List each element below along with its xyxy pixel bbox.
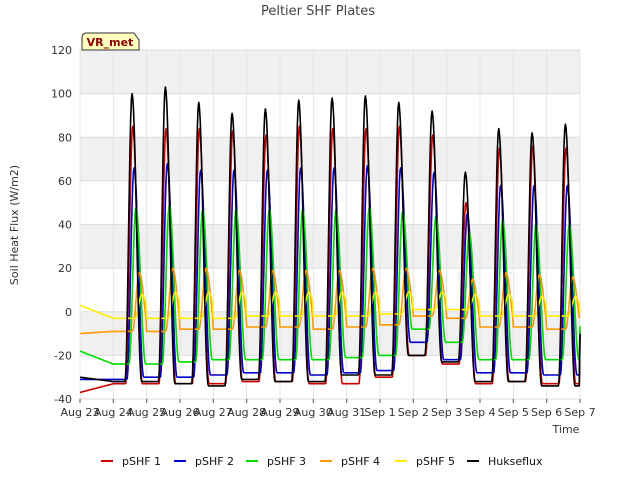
y-tick-label: 20 [58,262,72,275]
x-tick-label: Sep 2 [398,406,429,419]
series-line-pshf-2 [79,162,581,381]
legend-item: pSHF 1 [101,455,161,468]
legend: pSHF 1 pSHF 2 pSHF 3 pSHF 4 pSHF 5 Hukseflux [101,455,543,468]
y-tick-labels: -40 -20 0 20 40 60 80 100 120 [51,44,72,406]
x-tick-label: Aug 28 [227,406,266,419]
series-line-pshf-1 [79,125,581,394]
series-line-pshf-4 [79,267,581,335]
vr-met-badge: VR_met [81,32,140,51]
x-tick-label: Aug 30 [294,406,333,419]
x-tick-label: Aug 25 [127,406,166,419]
x-tick-label: Sep 7 [564,406,595,419]
x-tick-label: Sep 6 [531,406,562,419]
legend-item: pSHF 4 [320,455,380,468]
legend-label: pSHF 3 [267,455,306,468]
x-tick-label: Aug 24 [94,406,133,419]
x-tick-label: Aug 31 [327,406,366,419]
y-tick-label: 80 [58,131,72,144]
series-line-pshf-5 [79,291,581,320]
chart-title: Peltier SHF Plates [261,4,375,19]
legend-label: Hukseflux [488,455,543,468]
y-tick-label: 0 [65,306,72,319]
y-tick-label: 120 [51,44,72,57]
y-tick-label: 40 [58,219,72,232]
legend-item: Hukseflux [467,455,543,468]
legend-label: pSHF 2 [195,455,234,468]
y-tick-label: 100 [51,88,72,101]
background-band [80,50,580,94]
y-tick-label: -20 [54,349,72,362]
y-axis-label: Soil Heat Flux (W/m2) [8,165,21,285]
x-tick-label: Sep 5 [498,406,529,419]
series-line-hukseflux [79,86,581,387]
x-tick-label: Aug 26 [161,406,200,419]
y-tick-label: -40 [54,393,72,406]
x-tick-label: Aug 23 [61,406,100,419]
series-lines [79,86,581,394]
legend-label: pSHF 4 [341,455,380,468]
legend-label: pSHF 1 [122,455,161,468]
x-tick-label: Sep 1 [364,406,395,419]
x-tick-label: Aug 27 [194,406,233,419]
x-tick-label: Aug 29 [261,406,300,419]
x-tick-label: Sep 3 [431,406,462,419]
legend-item: pSHF 5 [395,455,455,468]
badge-label: VR_met [87,36,134,49]
legend-item: pSHF 2 [174,455,234,468]
y-tick-label: 60 [58,175,72,188]
legend-item: pSHF 3 [246,455,306,468]
series-line-pshf-3 [79,204,581,365]
x-tick-label: Sep 4 [464,406,495,419]
legend-label: pSHF 5 [416,455,455,468]
x-axis-label: Time [552,423,580,436]
